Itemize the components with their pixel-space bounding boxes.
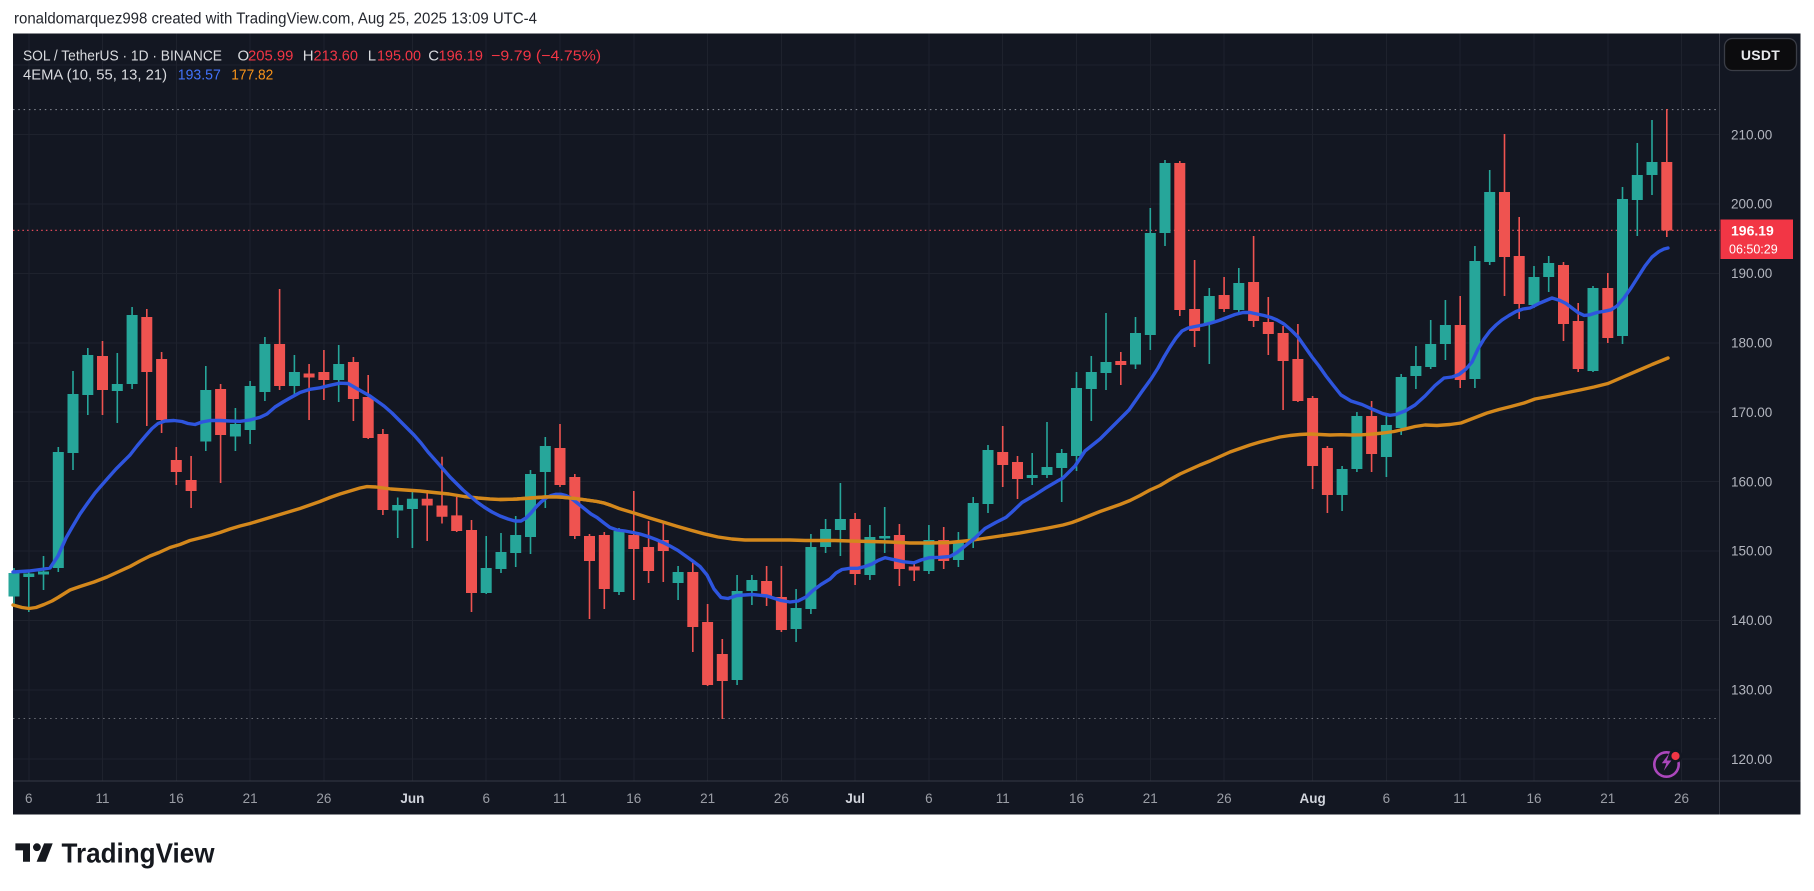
svg-text:196.19: 196.19 <box>439 48 484 65</box>
svg-text:196.19: 196.19 <box>1731 223 1774 239</box>
svg-text:205.99: 205.99 <box>248 48 293 65</box>
svg-text:O: O <box>238 48 250 65</box>
svg-text:Jun: Jun <box>400 791 424 806</box>
svg-text:6: 6 <box>482 791 490 806</box>
svg-text:6: 6 <box>25 791 33 806</box>
svg-text:−9.79 (−4.75%): −9.79 (−4.75%) <box>491 48 601 65</box>
svg-text:6: 6 <box>925 791 933 806</box>
svg-text:21: 21 <box>700 791 715 806</box>
svg-text:21: 21 <box>1600 791 1615 806</box>
svg-text:11: 11 <box>996 791 1010 806</box>
svg-text:16: 16 <box>626 791 641 806</box>
svg-text:C: C <box>428 48 439 65</box>
svg-text:130.00: 130.00 <box>1731 683 1772 698</box>
svg-text:L: L <box>368 48 376 65</box>
svg-text:213.60: 213.60 <box>314 48 359 65</box>
svg-text:USDT: USDT <box>1741 47 1780 63</box>
svg-text:Aug: Aug <box>1299 791 1325 806</box>
svg-text:06:50:29: 06:50:29 <box>1729 243 1778 257</box>
svg-text:150.00: 150.00 <box>1731 544 1772 559</box>
svg-text:4EMA (10, 55, 13, 21): 4EMA (10, 55, 13, 21) <box>23 67 167 84</box>
svg-text:160.00: 160.00 <box>1731 474 1772 489</box>
svg-text:16: 16 <box>1526 791 1541 806</box>
svg-text:11: 11 <box>95 791 109 806</box>
svg-text:193.57: 193.57 <box>178 67 221 84</box>
svg-text:120.00: 120.00 <box>1731 752 1772 767</box>
svg-text:ronaldomarquez998 created with: ronaldomarquez998 created with TradingVi… <box>14 11 537 28</box>
svg-text:170.00: 170.00 <box>1731 405 1772 420</box>
svg-text:26: 26 <box>774 791 789 806</box>
svg-text:195.00: 195.00 <box>377 48 421 65</box>
svg-text:H: H <box>303 48 314 65</box>
svg-text:6: 6 <box>1383 791 1391 806</box>
svg-text:21: 21 <box>243 791 258 806</box>
svg-text:26: 26 <box>316 791 331 806</box>
svg-text:180.00: 180.00 <box>1731 336 1772 351</box>
svg-text:177.82: 177.82 <box>231 67 273 84</box>
svg-text:Jul: Jul <box>845 791 865 806</box>
svg-text:26: 26 <box>1217 791 1232 806</box>
svg-text:21: 21 <box>1143 791 1158 806</box>
svg-text:11: 11 <box>1453 791 1467 806</box>
svg-text:190.00: 190.00 <box>1731 266 1772 281</box>
svg-text:210.00: 210.00 <box>1731 127 1772 142</box>
svg-text:16: 16 <box>1069 791 1084 806</box>
svg-text:140.00: 140.00 <box>1731 613 1772 628</box>
svg-text:16: 16 <box>169 791 184 806</box>
svg-text:11: 11 <box>553 791 567 806</box>
svg-text:TradingView: TradingView <box>62 838 215 869</box>
svg-text:26: 26 <box>1674 791 1689 806</box>
svg-text:SOL / TetherUS · 1D · BINANCE: SOL / TetherUS · 1D · BINANCE <box>23 48 222 65</box>
svg-text:200.00: 200.00 <box>1731 197 1772 212</box>
